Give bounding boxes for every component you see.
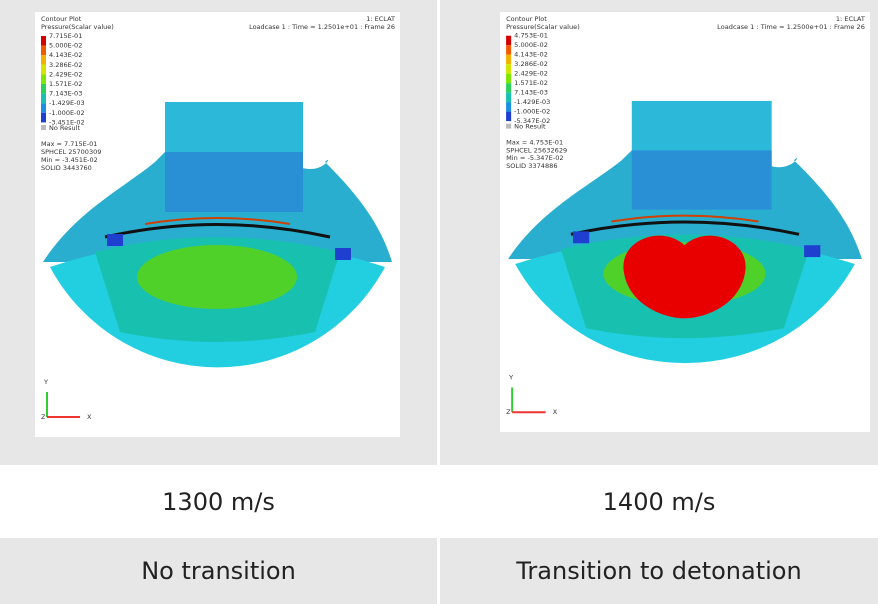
model-label: 1: ECLAT	[836, 15, 865, 23]
legend-label: 7.715E-01	[49, 32, 82, 40]
legend-swatch	[41, 55, 46, 65]
legend-swatch	[41, 65, 46, 75]
legend-swatch	[506, 36, 511, 45]
no-result-label: No Result	[514, 123, 546, 131]
legend-label: 2.429E-02	[514, 70, 548, 78]
legend-swatch	[506, 83, 511, 92]
side-block	[107, 234, 123, 246]
axis-z-label: Z	[506, 408, 511, 416]
side-block	[573, 231, 589, 243]
legend-swatch	[41, 84, 46, 94]
legend-label: 5.000E-02	[49, 42, 82, 50]
axis-x-label: X	[553, 408, 558, 416]
legend-swatch	[506, 55, 511, 64]
no-result-swatch	[506, 124, 511, 129]
legend-label: 1.571E-02	[49, 80, 82, 88]
legend-swatch	[41, 103, 46, 113]
info-line: Min = -3.451E-02	[41, 156, 98, 164]
column-low	[165, 152, 303, 212]
model-label: 1: ECLAT	[366, 15, 395, 23]
table: 1300 m/s 1400 m/s No transition Transiti…	[0, 0, 878, 604]
info-line: SOLID 3374886	[506, 162, 557, 170]
legend-swatch	[41, 113, 46, 123]
green-zone	[137, 245, 297, 309]
info-line: Min = -5.347E-02	[506, 154, 564, 162]
legend-label: 1.571E-02	[514, 79, 548, 87]
legend-label: 5.000E-02	[514, 41, 548, 49]
legend-label: 2.429E-02	[49, 70, 82, 78]
legend-swatch	[506, 64, 511, 73]
outcome-cell: No transition	[0, 538, 437, 604]
legend-swatch	[41, 74, 46, 84]
legend-label: 4.143E-02	[49, 51, 82, 59]
speed-cell: 1300 m/s	[0, 465, 437, 538]
legend-label: -1.429E-03	[514, 98, 550, 106]
legend-swatch	[41, 94, 46, 104]
legend-label: -1.000E-02	[514, 108, 550, 116]
axis-y-label: Y	[43, 378, 48, 386]
legend-swatch	[506, 102, 511, 111]
legend-swatch	[506, 45, 511, 54]
legend-swatch	[506, 93, 511, 102]
legend-label: 7.143E-03	[514, 89, 548, 97]
axis-y-label: Y	[508, 374, 513, 382]
legend-label: 3.286E-02	[514, 60, 548, 68]
plot-subtitle: Pressure(Scalar value)	[41, 23, 114, 31]
side-block	[335, 248, 351, 260]
speed-cell: 1400 m/s	[440, 465, 878, 538]
legend-label: 4.143E-02	[514, 51, 548, 59]
legend-label: 3.286E-02	[49, 61, 82, 69]
legend-swatch	[506, 74, 511, 83]
plot-subtitle: Pressure(Scalar value)	[506, 23, 580, 31]
info-line: Max = 7.715E-01	[41, 140, 97, 148]
column-low	[632, 150, 772, 209]
plot-title: Contour Plot	[41, 15, 82, 23]
info-line: Max = 4.753E-01	[506, 138, 563, 146]
legend-label: 7.143E-03	[49, 90, 82, 98]
legend-swatch	[41, 36, 46, 46]
loadcase-label: Loadcase 1 : Time = 1.2500e+01 : Frame 2…	[717, 23, 865, 31]
no-result-label: No Result	[49, 124, 80, 132]
axis-z-label: Z	[41, 413, 46, 421]
legend-swatch	[506, 112, 511, 121]
info-line: SPHCEL 25700309	[41, 148, 101, 156]
legend-label: -1.429E-03	[49, 99, 85, 107]
plot-title: Contour Plot	[506, 15, 547, 23]
legend-label: 4.753E-01	[514, 32, 548, 40]
legend-label: -1.000E-02	[49, 109, 85, 117]
no-result-swatch	[41, 125, 46, 130]
side-block	[804, 245, 820, 257]
outcome-cell: Transition to detonation	[440, 538, 878, 604]
info-line: SOLID 3443760	[41, 164, 92, 172]
axis-x-label: X	[87, 413, 92, 421]
legend-swatch	[41, 46, 46, 56]
info-line: SPHCEL 25632629	[506, 146, 567, 154]
loadcase-label: Loadcase 1 : Time = 1.2501e+01 : Frame 2…	[249, 23, 395, 31]
